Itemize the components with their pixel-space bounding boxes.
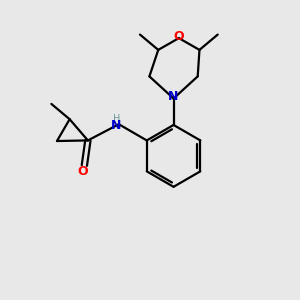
Text: O: O <box>173 30 184 43</box>
Text: H: H <box>113 114 120 124</box>
Text: O: O <box>78 165 88 178</box>
Text: N: N <box>111 119 122 132</box>
Text: N: N <box>168 91 179 103</box>
